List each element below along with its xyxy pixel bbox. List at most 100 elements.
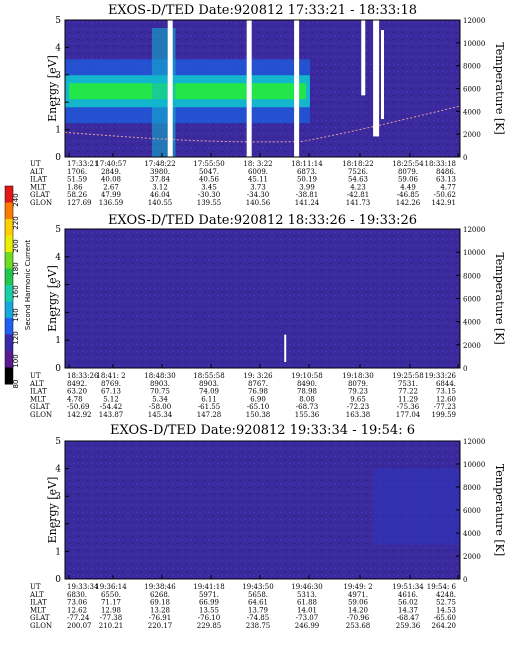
table-cell: 4248. bbox=[436, 591, 456, 599]
table-cell: 51.59 bbox=[67, 176, 87, 184]
spectrogram-area bbox=[65, 229, 460, 368]
table-cell: 6550. bbox=[101, 591, 121, 599]
table-cell: 40.08 bbox=[101, 176, 121, 184]
table-row-label: GLAT bbox=[30, 403, 50, 411]
table-row-label: GLON bbox=[30, 199, 52, 207]
y2-tick-label: 0 bbox=[463, 576, 467, 584]
table-cell: 220.17 bbox=[148, 622, 173, 630]
table-cell: 1706. bbox=[67, 168, 87, 176]
table-cell: 59.06 bbox=[348, 599, 369, 607]
temperature-trace bbox=[64, 105, 461, 143]
table-cell: 17:40:57 bbox=[95, 160, 126, 168]
y2-tick-label: 2000 bbox=[463, 131, 481, 139]
table-cell: -46.85 bbox=[397, 191, 419, 199]
band-core bbox=[69, 83, 306, 100]
table-cell: 56.02 bbox=[398, 599, 418, 607]
table-cell: 18:33:18 bbox=[425, 160, 456, 168]
table-cell: 76.98 bbox=[248, 388, 268, 396]
table-cell: 18: 3:22 bbox=[243, 160, 272, 168]
data-gap bbox=[361, 20, 366, 96]
table-cell: 66.99 bbox=[199, 599, 219, 607]
table-cell: 69.18 bbox=[150, 599, 170, 607]
table-cell: 210.21 bbox=[99, 622, 124, 630]
y-tick-label: 1 bbox=[55, 547, 61, 557]
y2-tick-label: 12000 bbox=[463, 438, 485, 446]
table-cell: 17:55:50 bbox=[193, 160, 224, 168]
table-cell: 3.73 bbox=[250, 183, 266, 191]
table-cell: 11.29 bbox=[398, 395, 418, 403]
table-cell: 1.86 bbox=[67, 183, 83, 191]
y-tick-label: 4 bbox=[55, 465, 61, 475]
table-row-label: ILAT bbox=[30, 599, 47, 607]
table-cell: 8769. bbox=[101, 380, 121, 388]
table-cell: -70.96 bbox=[347, 614, 370, 622]
table-cell: 141.24 bbox=[295, 199, 320, 207]
table-cell: 136.59 bbox=[99, 199, 124, 207]
colorbar-segment bbox=[5, 367, 13, 385]
table-cell: 79.23 bbox=[348, 388, 368, 396]
table-cell: 63.13 bbox=[436, 176, 456, 184]
y2-tick-label: 2000 bbox=[463, 553, 481, 561]
table-cell: -77.38 bbox=[100, 614, 122, 622]
y2-tick-label: 0 bbox=[463, 365, 467, 373]
y2-tick-label: 10000 bbox=[463, 40, 485, 48]
panel-title: EXOS-D/TED Date:920812 17:33:21 - 18:33:… bbox=[108, 3, 417, 18]
y2-axis-label: Temperature [K] bbox=[493, 252, 505, 344]
table-cell: 4.23 bbox=[350, 183, 366, 191]
y2-tick-label: 4000 bbox=[463, 319, 481, 327]
table-cell: 19:33:26 bbox=[425, 372, 457, 380]
table-cell: 46.04 bbox=[150, 191, 171, 199]
table-cell: -77.24 bbox=[67, 614, 90, 622]
table-cell: 63.20 bbox=[67, 388, 87, 396]
table-cell: -73.07 bbox=[296, 614, 318, 622]
table-cell: 4.49 bbox=[400, 183, 416, 191]
table-cell: 12.98 bbox=[101, 606, 121, 614]
table-cell: 19:38:46 bbox=[144, 583, 176, 591]
table-cell: 8486. bbox=[436, 168, 456, 176]
colorbar-segment bbox=[5, 235, 13, 253]
y-tick-label: 3 bbox=[55, 71, 61, 81]
table-cell: 140.55 bbox=[148, 199, 173, 207]
table-cell: 14.53 bbox=[436, 606, 456, 614]
table-cell: 147.28 bbox=[197, 411, 222, 419]
colorbar-tick-label: 240 bbox=[12, 193, 20, 206]
y-tick-label: 5 bbox=[55, 225, 61, 235]
y-tick-label: 4 bbox=[55, 43, 61, 53]
y-tick-label: 5 bbox=[55, 437, 61, 447]
data-gap bbox=[246, 20, 252, 157]
y2-tick-label: 12000 bbox=[463, 17, 485, 25]
table-cell: 8903. bbox=[150, 380, 170, 388]
table-cell: 58.26 bbox=[67, 191, 88, 199]
table-cell: 139.55 bbox=[197, 199, 222, 207]
table-row-label: ILAT bbox=[30, 388, 47, 396]
table-cell: 61.88 bbox=[297, 599, 317, 607]
table-cell: 45.11 bbox=[248, 176, 268, 184]
table-row-label: GLAT bbox=[30, 191, 50, 199]
table-cell: 52.75 bbox=[436, 599, 456, 607]
table-cell: 40.56 bbox=[199, 176, 220, 184]
table-cell: 12.60 bbox=[436, 395, 456, 403]
y2-axis-label: Temperature [K] bbox=[493, 42, 505, 134]
table-cell: 14.37 bbox=[398, 606, 418, 614]
table-cell: 150.38 bbox=[246, 411, 271, 419]
y2-tick-label: 10000 bbox=[463, 461, 485, 469]
colorbar-tick-label: 120 bbox=[12, 331, 20, 344]
table-cell: 54.63 bbox=[348, 176, 368, 184]
table-cell: 18:11:14 bbox=[291, 160, 323, 168]
table-row-label: UT bbox=[30, 372, 41, 380]
table-cell: 5.34 bbox=[152, 395, 168, 403]
table-cell: -65.60 bbox=[434, 614, 456, 622]
table-cell: -38.81 bbox=[296, 191, 318, 199]
panel-title: EXOS-D/TED Date:920812 18:33:26 - 19:33:… bbox=[108, 213, 417, 228]
panel-2: EXOS-D/TED Date:920812 18:33:26 - 19:33:… bbox=[29, 213, 505, 419]
y2-tick-label: 10000 bbox=[463, 249, 485, 257]
table-cell: -68.73 bbox=[296, 403, 318, 411]
table-cell: 155.36 bbox=[295, 411, 320, 419]
table-cell: 19:36:14 bbox=[95, 583, 127, 591]
table-cell: 145.34 bbox=[148, 411, 173, 419]
table-cell: 5971. bbox=[199, 591, 219, 599]
table-cell: -42.81 bbox=[347, 191, 369, 199]
table-cell: 3.99 bbox=[299, 183, 315, 191]
y2-tick-label: 8000 bbox=[463, 272, 481, 280]
y-tick-label: 2 bbox=[55, 308, 61, 318]
